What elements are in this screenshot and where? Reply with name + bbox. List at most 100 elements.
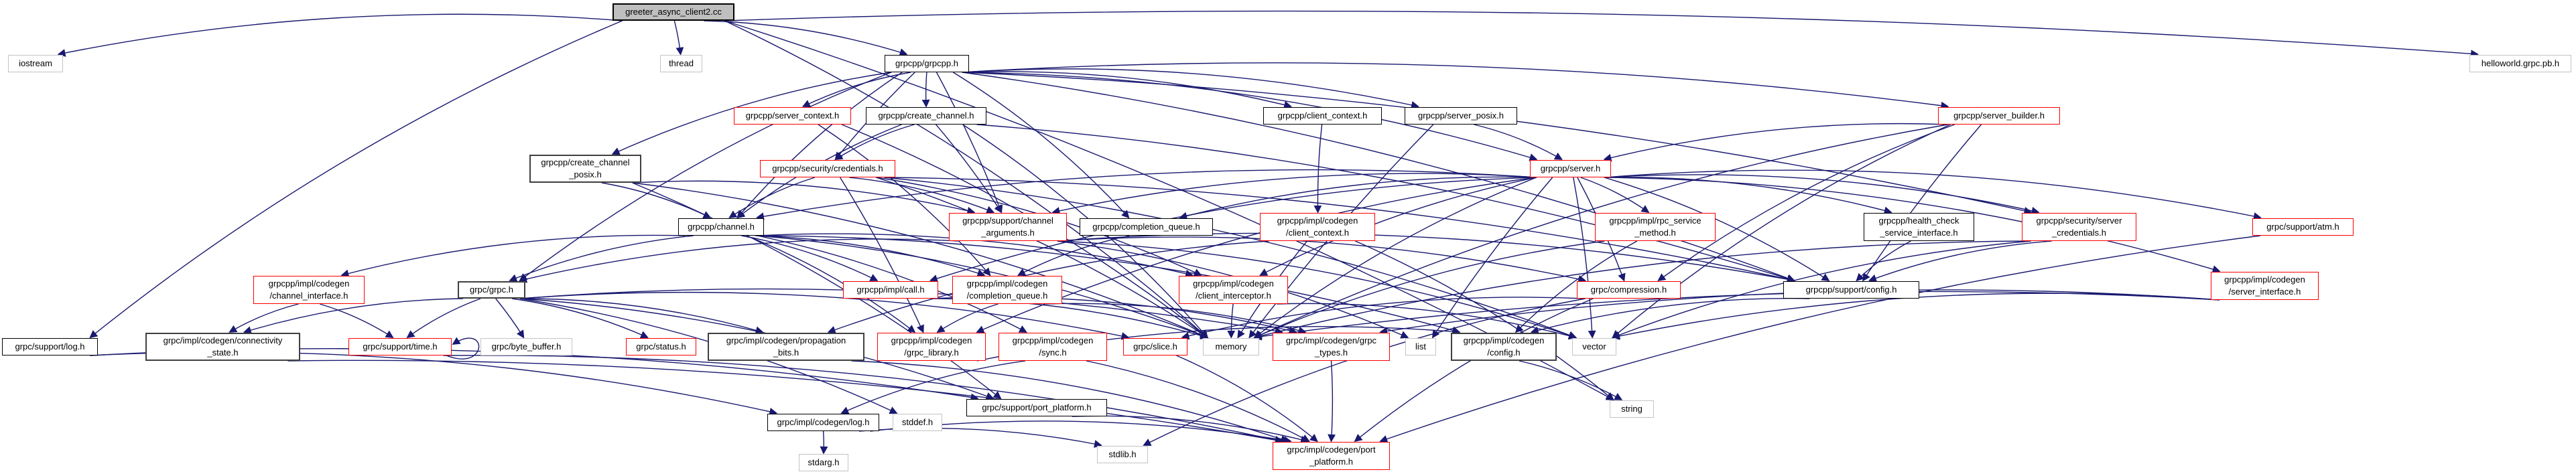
- node-propagation-bits[interactable]: grpc/impl/codegen/propagation _bits.h: [708, 333, 864, 361]
- edge-cg-server-interface-to-memory: [1253, 291, 2219, 341]
- edge-create-channel-to-support-config: [976, 124, 1795, 283]
- edge-root-to-string: [724, 20, 1614, 400]
- node-server[interactable]: grpcpp/server.h: [1530, 160, 1611, 177]
- edge-grpcpp-to-client-context: [962, 71, 1293, 109]
- node-channel[interactable]: grpcpp/channel.h: [678, 218, 764, 236]
- node-create-channel[interactable]: grpcpp/create_channel.h: [866, 107, 986, 125]
- node-cg-server-interface[interactable]: grpcpp/impl/codegen /server_interface.h: [2211, 272, 2319, 300]
- edge-create-channel-posix-to-channel-arguments: [632, 180, 976, 215]
- edge-server-context-to-cg-completion-queue: [818, 124, 991, 276]
- edge-support-time-to-cg-port-platform: [443, 355, 1283, 444]
- node-slice[interactable]: grpc/slice.h: [1123, 338, 1187, 356]
- edge-grpc-to-support-time: [406, 298, 481, 339]
- edge-credentials-to-channel: [728, 177, 816, 218]
- edge-credentials-to-channel-arguments: [849, 177, 995, 214]
- edge-root-to-memory: [724, 20, 1209, 339]
- node-create-channel-posix[interactable]: grpcpp/create_channel _posix.h: [529, 155, 641, 183]
- edge-server-credentials-to-support-config: [1868, 240, 2052, 283]
- edge-cg-channel-interface-to-support-time: [320, 303, 394, 338]
- node-grpc[interactable]: grpc/grpc.h: [458, 281, 525, 299]
- edge-grpcpp-to-completion-queue: [952, 72, 1130, 219]
- edge-grpc-to-support-port-platform: [519, 298, 994, 400]
- edge-propagation-bits-to-cg-port-platform: [851, 360, 1289, 443]
- edge-support-time-to-support-time: [446, 337, 480, 360]
- node-server-context[interactable]: grpcpp/server_context.h: [734, 107, 851, 125]
- edge-cg-channel-interface-to-connectivity-state: [229, 303, 299, 333]
- edge-server-to-server-credentials: [1604, 174, 2040, 215]
- edge-server-to-atm: [1604, 169, 2262, 220]
- node-stdlib: stdlib.h: [1097, 446, 1148, 463]
- edge-slice-to-cg-port-platform: [1176, 355, 1318, 443]
- node-support-time[interactable]: grpc/support/time.h: [348, 338, 452, 356]
- edge-cg-sync-to-cg-port-platform: [1086, 360, 1310, 442]
- edge-impl-call-to-memory: [930, 298, 1209, 339]
- node-rpc-service-method[interactable]: grpcpp/impl/rpc_service _method.h: [1595, 213, 1716, 241]
- node-support-port-platform[interactable]: grpc/support/port_platform.h: [966, 399, 1107, 416]
- edge-grpcpp-to-server-context: [801, 72, 911, 108]
- edge-root-to-helloworld: [724, 10, 2479, 58]
- node-completion-queue[interactable]: grpcpp/completion_queue.h: [1080, 218, 1213, 236]
- edge-channel-to-grpc: [509, 235, 694, 282]
- edge-channel-arguments-to-compression: [1057, 236, 1587, 283]
- node-stdarg: stdarg.h: [799, 454, 848, 471]
- node-vector: vector: [1572, 338, 1616, 356]
- node-impl-call[interactable]: grpcpp/impl/call.h: [843, 281, 938, 299]
- node-client-context[interactable]: grpcpp/client_context.h: [1263, 107, 1382, 125]
- node-cg-port-platform[interactable]: grpc/impl/codegen/port _platform.h: [1273, 442, 1390, 470]
- edge-compression-to-slice: [1181, 297, 1586, 340]
- edge-grpcpp-to-server-posix: [962, 68, 1419, 109]
- edge-root-to-grpcpp: [704, 20, 908, 56]
- node-cg-config[interactable]: grpcpp/impl/codegen /config.h: [1451, 333, 1557, 361]
- node-cg-client-interceptor[interactable]: grpcpp/impl/codegen /client_interceptor.…: [1179, 276, 1288, 304]
- edge-server-builder-to-support-config: [1862, 124, 1982, 282]
- node-string: string: [1610, 400, 1654, 418]
- edge-cg-completion-queue-to-cg-grpc-library: [936, 303, 999, 333]
- node-support-config[interactable]: grpcpp/support/config.h: [1783, 281, 1919, 299]
- node-server-posix[interactable]: grpcpp/server_posix.h: [1405, 107, 1517, 125]
- edge-cg-grpc-types-to-cg-port-platform: [1328, 360, 1336, 443]
- node-cg-log[interactable]: grpc/impl/codegen/log.h: [767, 414, 879, 431]
- edge-support-config-to-cg-config: [1530, 298, 1810, 335]
- edge-channel-arguments-to-vector: [1057, 240, 1577, 339]
- node-server-builder[interactable]: grpcpp/server_builder.h: [1938, 107, 2060, 125]
- node-cg-sync[interactable]: grpcpp/impl/codegen /sync.h: [999, 333, 1107, 361]
- edge-server-to-channel: [756, 169, 1537, 221]
- node-cg-completion-queue[interactable]: grpcpp/impl/codegen /completion_queue.h: [952, 276, 1062, 304]
- edge-server-to-cg-client-interceptor: [1259, 177, 1537, 276]
- edge-server-to-rpc-service-method: [1580, 177, 1650, 214]
- node-support-log[interactable]: grpc/support/log.h: [2, 338, 98, 356]
- node-list: list: [1405, 338, 1436, 356]
- edge-grpc-to-slice: [519, 291, 1130, 340]
- edge-create-channel-posix-to-support-port-platform: [632, 182, 1002, 400]
- node-grpcpp[interactable]: grpcpp/grpcpp.h: [885, 55, 969, 72]
- node-cg-grpc-types[interactable]: grpc/impl/codegen/grpc _types.h: [1273, 333, 1390, 361]
- node-compression[interactable]: grpc/compression.h: [1577, 281, 1681, 299]
- node-cg-client-context[interactable]: grpcpp/impl/codegen /client_context.h: [1260, 213, 1375, 241]
- node-cg-grpc-library[interactable]: grpcpp/impl/codegen /grpc_library.h: [877, 333, 986, 361]
- node-health-check[interactable]: grpcpp/health_check _service_interface.h: [1864, 213, 1974, 241]
- edge-cg-config-to-string: [1519, 360, 1623, 400]
- node-credentials[interactable]: grpcpp/security/credentials.h: [760, 160, 895, 177]
- edge-channel-to-cg-grpc-library: [746, 235, 916, 333]
- edge-group: [57, 10, 2479, 455]
- node-server-credentials[interactable]: grpcpp/security/server _credentials.h: [2022, 213, 2136, 241]
- edge-channel-to-cg-channel-interface: [340, 234, 686, 278]
- node-status[interactable]: grpc/status.h: [626, 338, 696, 356]
- edge-grpcpp-to-channel: [736, 72, 903, 219]
- edge-client-context-to-cg-client-context: [1313, 124, 1323, 214]
- node-connectivity-state[interactable]: grpc/impl/codegen/connectivity _state.h: [145, 333, 300, 361]
- edge-health-check-to-support-config: [1856, 240, 1911, 282]
- edge-root-to-support-log: [89, 20, 623, 339]
- edge-server-builder-to-server: [1603, 123, 1948, 162]
- edge-grpc-to-status: [511, 298, 649, 339]
- node-cg-channel-interface[interactable]: grpcpp/impl/codegen /channel_interface.h: [253, 276, 365, 304]
- edge-rpc-service-method-to-cg-config: [1515, 240, 1638, 333]
- node-root: greeter_async_client2.cc: [613, 3, 734, 21]
- edge-credentials-to-memory: [875, 177, 1209, 338]
- node-atm[interactable]: grpc/support/atm.h: [2252, 218, 2354, 236]
- edge-credentials-to-support-config: [884, 177, 1795, 283]
- node-channel-arguments[interactable]: grpcpp/support/channel _arguments.h: [949, 213, 1067, 241]
- edge-server-posix-to-server: [1474, 124, 1563, 160]
- edge-completion-queue-to-cg-completion-queue: [1017, 235, 1130, 276]
